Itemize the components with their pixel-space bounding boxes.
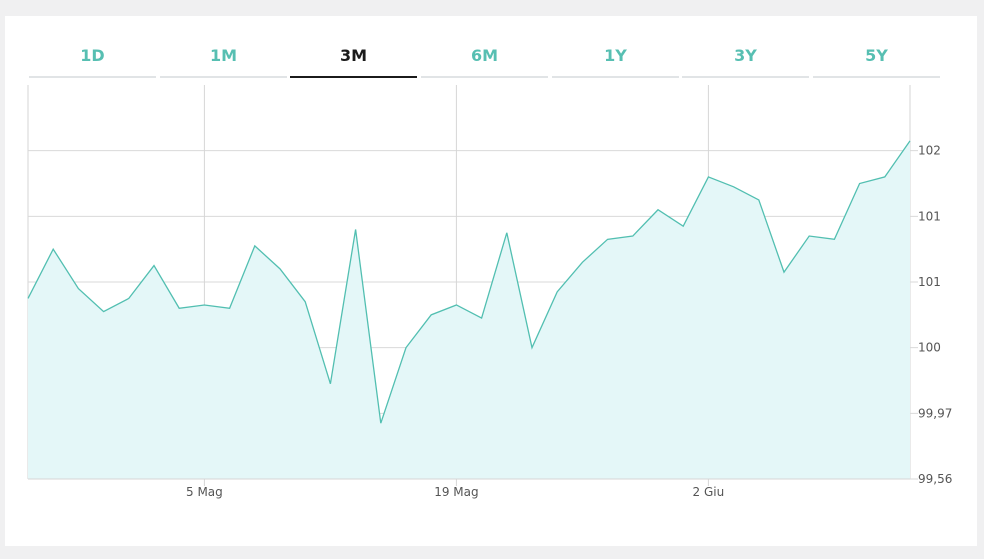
- data-point[interactable]: [630, 234, 635, 239]
- data-point[interactable]: [807, 234, 812, 239]
- data-point[interactable]: [681, 224, 686, 229]
- data-point[interactable]: [756, 197, 761, 202]
- area-fill: [28, 140, 910, 480]
- tab-6m[interactable]: 6M: [421, 26, 548, 78]
- data-point[interactable]: [782, 270, 787, 275]
- data-point[interactable]: [152, 263, 157, 268]
- range-tabs: 1D 1M 3M 6M 1Y 3Y 5Y: [0, 0, 984, 80]
- data-point[interactable]: [51, 247, 56, 252]
- data-point[interactable]: [857, 181, 862, 186]
- data-point[interactable]: [429, 312, 434, 317]
- y-tick-label: 102: [918, 144, 941, 158]
- tab-1y[interactable]: 1Y: [552, 26, 679, 78]
- y-tick-label: 100: [918, 341, 941, 355]
- x-tick-label: 19 Mag: [434, 485, 478, 499]
- x-tick-label: 2 Giu: [693, 485, 725, 499]
- data-point[interactable]: [303, 299, 308, 304]
- data-point[interactable]: [479, 316, 484, 321]
- data-point[interactable]: [882, 174, 887, 179]
- tab-1m[interactable]: 1M: [160, 26, 287, 78]
- data-point[interactable]: [202, 302, 207, 307]
- data-point[interactable]: [328, 381, 333, 386]
- data-point[interactable]: [278, 266, 283, 271]
- data-point[interactable]: [227, 306, 232, 311]
- data-point[interactable]: [504, 230, 509, 235]
- data-point[interactable]: [656, 207, 661, 212]
- tab-3y[interactable]: 3Y: [682, 26, 809, 78]
- y-tick-label: 99,97: [918, 406, 952, 420]
- data-point[interactable]: [26, 296, 31, 301]
- data-point[interactable]: [404, 345, 409, 350]
- data-point[interactable]: [126, 296, 131, 301]
- data-point[interactable]: [378, 421, 383, 426]
- data-point[interactable]: [454, 302, 459, 307]
- data-point[interactable]: [76, 286, 81, 291]
- data-point[interactable]: [706, 174, 711, 179]
- data-point[interactable]: [832, 237, 837, 242]
- data-point[interactable]: [555, 289, 560, 294]
- data-point[interactable]: [530, 345, 535, 350]
- x-tick-label: 5 Mag: [186, 485, 223, 499]
- data-point[interactable]: [353, 227, 358, 232]
- data-point[interactable]: [580, 260, 585, 265]
- data-point[interactable]: [908, 138, 913, 143]
- y-tick-label: 101: [918, 275, 941, 289]
- tab-3m[interactable]: 3M: [290, 26, 417, 78]
- series-line: [27, 140, 911, 424]
- tab-5y[interactable]: 5Y: [813, 26, 940, 78]
- data-point[interactable]: [177, 306, 182, 311]
- data-point[interactable]: [101, 309, 106, 314]
- data-point[interactable]: [605, 237, 610, 242]
- y-tick-label: 99,56: [918, 472, 952, 486]
- data-point[interactable]: [731, 184, 736, 189]
- tab-1d[interactable]: 1D: [29, 26, 156, 78]
- y-tick-label: 101: [918, 209, 941, 223]
- data-point[interactable]: [252, 243, 257, 248]
